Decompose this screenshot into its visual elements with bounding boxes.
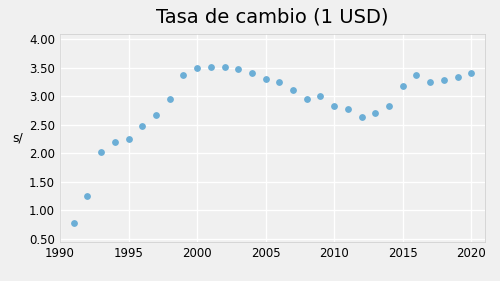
Point xyxy=(84,194,92,198)
Point xyxy=(248,71,256,75)
Point xyxy=(124,137,132,141)
Point xyxy=(412,72,420,77)
Title: Tasa de cambio (1 USD): Tasa de cambio (1 USD) xyxy=(156,8,389,27)
Point xyxy=(344,107,352,111)
Point xyxy=(398,83,406,88)
Point xyxy=(220,65,228,69)
Point xyxy=(180,72,188,77)
Point xyxy=(262,77,270,81)
Y-axis label: s/: s/ xyxy=(12,131,24,144)
Point xyxy=(111,140,119,144)
Point xyxy=(193,66,201,70)
Point xyxy=(468,71,475,75)
Point xyxy=(372,111,380,116)
Point xyxy=(303,96,311,101)
Point xyxy=(207,65,215,70)
Point xyxy=(316,94,324,98)
Point xyxy=(426,79,434,84)
Point xyxy=(234,67,242,71)
Point xyxy=(385,103,393,108)
Point xyxy=(152,112,160,117)
Point xyxy=(276,80,283,84)
Point xyxy=(70,221,78,225)
Point xyxy=(454,75,462,79)
Point xyxy=(289,87,297,92)
Point xyxy=(440,78,448,82)
Point xyxy=(166,97,173,101)
Point xyxy=(330,104,338,108)
Point xyxy=(97,150,105,155)
Point xyxy=(358,115,366,119)
Point xyxy=(138,124,146,128)
